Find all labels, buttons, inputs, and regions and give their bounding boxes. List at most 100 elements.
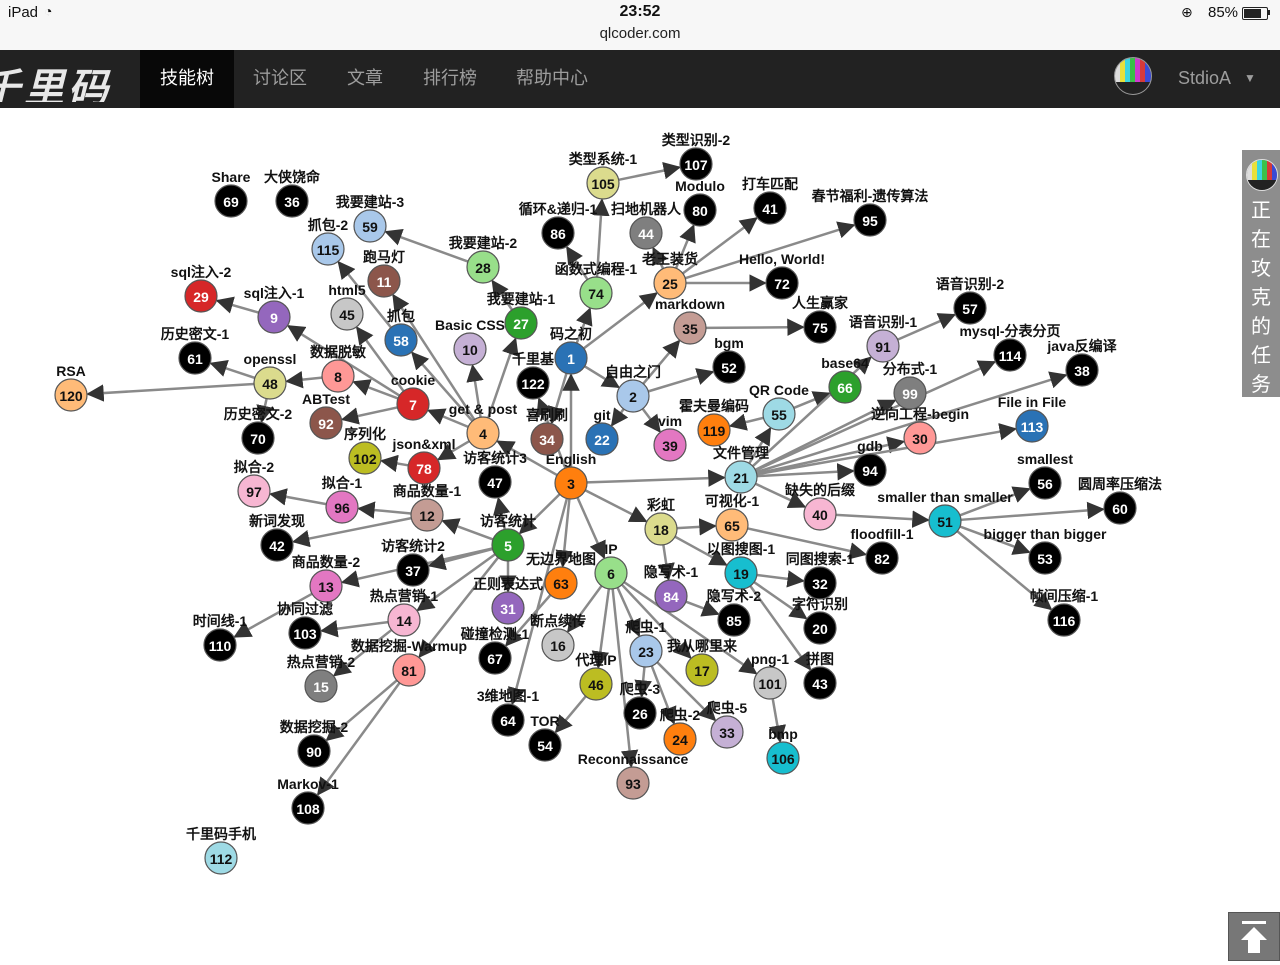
skill-node-circle[interactable]	[330, 297, 364, 331]
skill-node-circle[interactable]	[541, 216, 575, 250]
skill-node-52[interactable]: 52 bgm	[712, 335, 746, 384]
skill-node-96[interactable]: 96 拟合-1	[322, 475, 363, 524]
skill-node-circle[interactable]	[478, 465, 512, 499]
skill-node-91[interactable]: 91 语音识别-1	[849, 314, 918, 363]
skill-node-circle[interactable]	[653, 428, 687, 462]
nav-skill-tree[interactable]: 技能树	[140, 50, 234, 108]
skill-node-circle[interactable]	[644, 512, 678, 546]
skill-node-95[interactable]: 95 春节福利-遗传算法	[811, 188, 929, 237]
skill-node-108[interactable]: 108 Markov-1	[277, 776, 339, 825]
skill-node-circle[interactable]	[616, 379, 650, 413]
skill-node-35[interactable]: 35 markdown	[655, 296, 725, 345]
skill-node-1[interactable]: 1 码之初	[550, 326, 592, 375]
skill-node-circle[interactable]	[396, 553, 430, 587]
skill-node-circle[interactable]	[407, 451, 441, 485]
skill-node-23[interactable]: 23 爬虫-1	[626, 619, 667, 668]
skill-node-circle[interactable]	[260, 528, 294, 562]
skill-node-circle[interactable]	[953, 291, 987, 325]
skill-node-circle[interactable]	[685, 653, 719, 687]
skill-node-circle[interactable]	[353, 209, 387, 243]
skill-node-circle[interactable]	[466, 416, 500, 450]
skill-node-122[interactable]: 122 千里基	[512, 351, 555, 400]
skill-node-circle[interactable]	[853, 203, 887, 237]
skill-node-circle[interactable]	[504, 306, 538, 340]
skill-node-circle[interactable]	[803, 310, 837, 344]
skill-node-18[interactable]: 18 彩虹	[644, 497, 678, 546]
skill-node-circle[interactable]	[803, 497, 837, 531]
skill-node-29[interactable]: 29 sql注入-2	[171, 264, 232, 313]
skill-node-circle[interactable]	[491, 528, 525, 562]
skill-node-circle[interactable]	[683, 193, 717, 227]
skill-node-circle[interactable]	[257, 300, 291, 334]
skill-node-circle[interactable]	[367, 264, 401, 298]
skill-node-circle[interactable]	[253, 366, 287, 400]
skill-node-54[interactable]: 54 TOR	[528, 713, 562, 762]
skill-node-119[interactable]: 119 霍夫曼编码	[679, 398, 749, 447]
skill-node-circle[interactable]	[803, 611, 837, 645]
skill-node-circle[interactable]	[724, 460, 758, 494]
skill-node-circle[interactable]	[396, 387, 430, 421]
skill-node-41[interactable]: 41 打车匹配	[742, 176, 798, 225]
nav-forum[interactable]: 讨论区	[253, 68, 307, 88]
skill-node-67[interactable]: 67 碰撞检测-1	[461, 626, 530, 675]
skill-node-circle[interactable]	[865, 541, 899, 575]
skill-node-circle[interactable]	[893, 376, 927, 410]
skill-node-circle[interactable]	[629, 634, 663, 668]
avatar[interactable]	[1114, 57, 1152, 95]
skill-node-43[interactable]: 43 拼图	[803, 651, 837, 700]
skill-node-circle[interactable]	[478, 641, 512, 675]
skill-node-circle[interactable]	[516, 366, 550, 400]
skill-node-circle[interactable]	[275, 184, 309, 218]
skill-node-90[interactable]: 90 数据挖掘-2	[280, 719, 349, 768]
skill-node-circle[interactable]	[993, 338, 1027, 372]
skill-node-72[interactable]: 72 Hello, World!	[739, 251, 825, 300]
skill-node-circle[interactable]	[903, 421, 937, 455]
skill-node-circle[interactable]	[623, 696, 657, 730]
skill-node-circle[interactable]	[715, 508, 749, 542]
skill-node-21[interactable]: 21 文件管理	[713, 445, 769, 494]
skill-node-28[interactable]: 28 我要建站-2	[449, 235, 518, 284]
skill-node-circle[interactable]	[491, 591, 525, 625]
skill-node-120[interactable]: 120 RSA	[54, 363, 88, 412]
skill-node-circle[interactable]	[54, 378, 88, 412]
skill-node-70[interactable]: 70 历史密文-2	[224, 406, 293, 455]
skill-node-6[interactable]: 6 IP	[594, 541, 628, 590]
skill-node-circle[interactable]	[466, 250, 500, 284]
skill-node-27[interactable]: 27 我要建站-1	[487, 291, 556, 340]
skill-node-114[interactable]: 114 mysql-分表分页	[959, 323, 1061, 372]
skill-node-circle[interactable]	[453, 332, 487, 366]
skill-node-circle[interactable]	[491, 703, 525, 737]
skill-node-circle[interactable]	[544, 566, 578, 600]
skill-node-circle[interactable]	[710, 715, 744, 749]
skill-node-circle[interactable]	[541, 628, 575, 662]
skill-node-51[interactable]: 51 smaller than smaller	[877, 489, 1013, 538]
skill-node-circle[interactable]	[554, 341, 588, 375]
skill-node-105[interactable]: 105 类型系统-1	[569, 151, 638, 200]
skill-node-circle[interactable]	[178, 341, 212, 375]
skill-node-circle[interactable]	[579, 276, 613, 310]
skill-node-24[interactable]: 24 爬虫-2	[660, 707, 701, 756]
skill-node-38[interactable]: 38 java反编译	[1046, 338, 1118, 387]
skill-node-circle[interactable]	[828, 370, 862, 404]
skill-node-92[interactable]: 92 ABTest	[302, 391, 350, 440]
address-bar-url[interactable]: qlcoder.com	[599, 25, 681, 42]
skill-node-circle[interactable]	[304, 669, 338, 703]
skill-node-97[interactable]: 97 拟合-2	[234, 459, 275, 508]
skill-node-circle[interactable]	[554, 466, 588, 500]
skill-node-circle[interactable]	[616, 766, 650, 800]
skill-node-39[interactable]: 39 vim	[653, 413, 687, 462]
skill-node-17[interactable]: 17 我从哪里来	[667, 638, 738, 687]
skill-node-45[interactable]: 45 html5	[328, 282, 366, 331]
skill-node-93[interactable]: 93 Reconnaissance	[578, 751, 689, 800]
skill-node-circle[interactable]	[184, 279, 218, 313]
skill-node-46[interactable]: 46 代理IP	[574, 652, 617, 701]
skill-node-circle[interactable]	[325, 490, 359, 524]
skill-node-60[interactable]: 60 圆周率压缩法	[1078, 476, 1162, 525]
skill-node-80[interactable]: 80 Modulo	[675, 178, 725, 227]
skill-node-circle[interactable]	[1028, 466, 1062, 500]
skill-node-86[interactable]: 86 循环&递归-1	[519, 201, 598, 250]
skill-node-3[interactable]: 3 English	[546, 451, 597, 500]
skill-node-circle[interactable]	[309, 569, 343, 603]
nav-help-center[interactable]: 帮助中心	[516, 68, 588, 88]
skill-node-circle[interactable]	[387, 603, 421, 637]
